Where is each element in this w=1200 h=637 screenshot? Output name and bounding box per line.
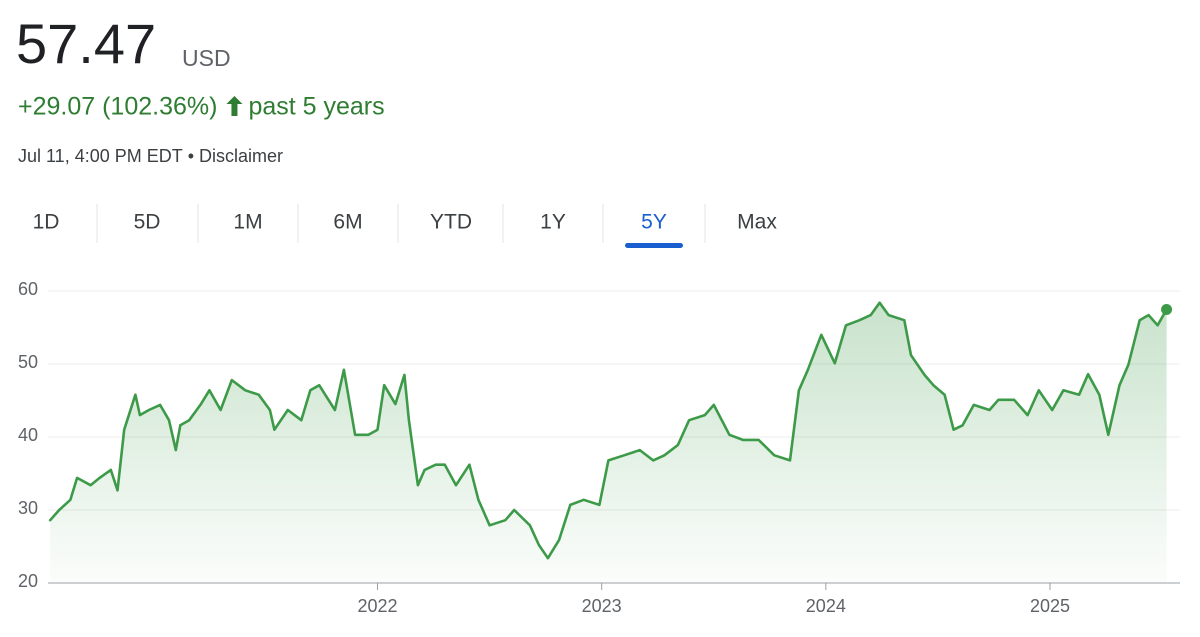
x-tick-label: 2024 <box>806 596 846 616</box>
y-tick-label: 40 <box>18 425 38 445</box>
y-tick-label: 30 <box>18 498 38 518</box>
range-tab[interactable]: 1M <box>233 211 262 234</box>
range-tabs: 1D 5D 1M 6M YTD 1Y 5Y Max <box>33 204 777 248</box>
price: 57.47 <box>16 12 156 75</box>
price-chart: 20 30 40 50 60 2022 2023 2024 2025 <box>18 279 1180 616</box>
y-tick-label: 20 <box>18 571 38 591</box>
range-tab[interactable]: 5Y <box>641 211 667 234</box>
currency: USD <box>182 45 231 71</box>
timestamp: Jul 11, 4:00 PM EDT <box>18 146 183 166</box>
disclaimer-link[interactable]: Disclaimer <box>199 146 283 166</box>
separator: • <box>188 146 194 166</box>
x-tick-label: 2025 <box>1030 596 1070 616</box>
range-tab[interactable]: 5D <box>134 211 161 234</box>
x-tick-label: 2022 <box>357 596 397 616</box>
range-tab[interactable]: 1D <box>33 211 60 234</box>
range-tab[interactable]: 1Y <box>540 211 566 234</box>
range-tab[interactable]: YTD <box>430 211 472 234</box>
y-tick-label: 60 <box>18 279 38 299</box>
range-tab[interactable]: Max <box>737 211 777 234</box>
price-line <box>48 301 1168 560</box>
up-arrow-icon <box>226 96 243 116</box>
last-price-marker <box>1161 303 1173 315</box>
selected-tab-indicator <box>625 243 683 248</box>
y-tick-label: 50 <box>18 352 38 372</box>
price-area <box>50 302 1167 583</box>
range-tab[interactable]: 6M <box>333 211 362 234</box>
x-tick-label: 2023 <box>582 596 622 616</box>
change-period: past 5 years <box>248 93 384 121</box>
price-change: +29.07 (102.36%) <box>18 93 217 121</box>
